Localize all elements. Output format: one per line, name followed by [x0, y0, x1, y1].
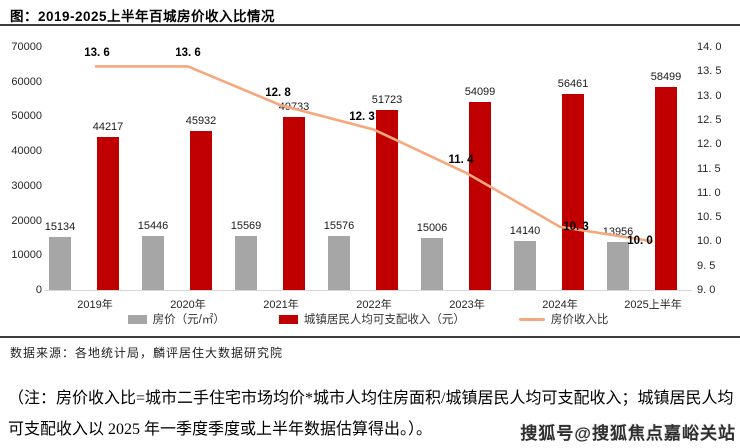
- left-axis-tick: 60000: [11, 75, 42, 88]
- line-value-label: 10. 0: [627, 235, 653, 248]
- left-axis-tick: 30000: [11, 179, 42, 192]
- right-axis-tick: 12. 0: [697, 138, 722, 151]
- right-axis-tick: 12. 5: [697, 113, 722, 126]
- bar-value-label: 15446: [137, 220, 169, 233]
- right-axis-tick: 9. 5: [697, 259, 716, 272]
- bar-value-label: 54099: [464, 86, 496, 99]
- left-axis-tick: 10000: [11, 249, 42, 262]
- line-value-label: 13. 6: [175, 47, 201, 60]
- note-text: （注：房价收入比=城市二手住宅市场均价*城市人均住房面积/城镇居民人均可支配收入…: [8, 390, 734, 438]
- page-title: 图：2019-2025上半年百城房价收入比情况: [10, 9, 276, 24]
- right-axis-tick: 10. 5: [697, 211, 722, 224]
- right-axis-tick: 11. 5: [697, 162, 721, 175]
- right-axis-tick: 10. 0: [697, 235, 722, 248]
- left-axis-tick: 40000: [11, 145, 42, 158]
- line-value-label: 12. 3: [349, 110, 375, 123]
- line-value-label: 13. 6: [84, 47, 110, 60]
- bar-value-label: 51723: [371, 94, 403, 107]
- line-value-label: 12. 8: [265, 87, 291, 100]
- left-axis-tick: 20000: [11, 214, 42, 227]
- legend-bar-swatch-icon: [278, 314, 298, 324]
- legend-item-price: 房价（元/㎡）: [127, 311, 225, 327]
- left-axis: 70000 60000 50000 40000 30000 20000 10000 0: [2, 41, 42, 296]
- line-chart: [95, 65, 654, 243]
- legend-label: 城镇居民人均可支配收入（元）: [303, 314, 465, 326]
- bar-housing-price: [514, 240, 536, 290]
- bar-income: [655, 86, 677, 290]
- right-axis-tick: 9. 0: [697, 284, 716, 296]
- bar-value-label: 45932: [185, 114, 217, 127]
- bar-income: [97, 136, 119, 290]
- bar-housing-price: [421, 237, 443, 290]
- right-axis: 14. 0 13. 5 13. 0 12. 5 12. 0 11. 5 11. 0 10. 5…: [697, 41, 739, 296]
- bar-value-label: 44217: [92, 120, 124, 133]
- bar-housing-price: [142, 236, 164, 290]
- left-axis-tick: 50000: [11, 110, 42, 123]
- bar-value-label: 15569: [230, 219, 262, 232]
- price-income-ratio-line: [95, 65, 654, 243]
- bar-housing-price: [235, 235, 257, 290]
- bar-value-label: 15134: [44, 221, 76, 234]
- x-axis-label: 2022年: [356, 299, 392, 311]
- legend-item-income: 城镇居民人均可支配收入（元）: [278, 311, 465, 327]
- x-axis-line: [44, 290, 692, 291]
- watermark: 搜狐号@搜狐焦点嘉峪关站: [520, 424, 736, 443]
- bar-income: [283, 117, 305, 290]
- bar-income: [376, 110, 398, 290]
- line-value-label: 11. 4: [448, 154, 474, 167]
- bar-value-label: 14140: [509, 224, 541, 237]
- x-axis-label: 2021年: [263, 299, 299, 311]
- legend-label: 房价收入比: [550, 314, 609, 326]
- x-axis-label: 2025上半年: [624, 299, 682, 311]
- plot-area: 15134 44217 15446 45932 15569 49733 15576 51723…: [44, 47, 688, 290]
- bar-value-label: 56461: [557, 77, 589, 90]
- bar-value-label: 58499: [650, 70, 682, 83]
- x-axis-label: 2024年: [542, 299, 578, 311]
- right-axis-tick: 13. 5: [697, 65, 722, 78]
- x-axis-label: 2023年: [449, 299, 485, 311]
- bar-housing-price: [607, 241, 629, 290]
- bar-value-label: 15006: [416, 221, 448, 234]
- title-divider: [0, 24, 740, 26]
- right-axis-tick: 13. 0: [697, 89, 722, 102]
- legend: 房价（元/㎡） 城镇居民人均可支配收入（元） 房价收入比: [48, 311, 688, 327]
- left-axis-tick: 70000: [11, 41, 42, 53]
- legend-line-swatch-icon: [518, 317, 545, 321]
- line-value-label: 10. 3: [563, 220, 589, 233]
- x-axis-label: 2020年: [170, 299, 206, 311]
- bar-income: [190, 130, 212, 290]
- right-axis-tick: 11. 0: [697, 186, 721, 199]
- bar-income: [562, 94, 584, 290]
- legend-bar-swatch-icon: [127, 314, 147, 324]
- legend-item-ratio: 房价收入比: [518, 311, 609, 327]
- bar-value-label: 15576: [323, 219, 355, 232]
- x-axis: 2019年 2020年 2021年 2022年 2023年 2024年 2025上半年: [48, 296, 688, 311]
- bar-housing-price: [328, 235, 350, 290]
- bar-income: [469, 102, 491, 290]
- bar-housing-price: [49, 237, 71, 290]
- legend-label: 房价（元/㎡）: [152, 314, 225, 326]
- right-axis-tick: 14. 0: [697, 41, 722, 53]
- x-axis-label: 2019年: [77, 299, 113, 311]
- source-divider: [0, 336, 740, 338]
- source-text: 数据来源：各地统计局，麟评居住大数据研究院: [10, 346, 284, 360]
- left-axis-tick: 0: [35, 284, 42, 296]
